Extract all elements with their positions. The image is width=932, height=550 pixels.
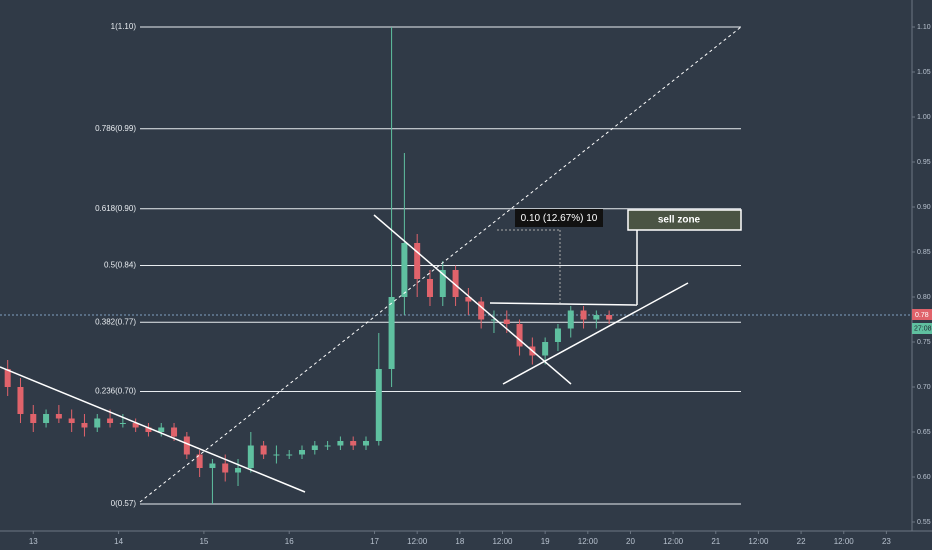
drawings xyxy=(0,26,742,503)
candle-body xyxy=(171,427,178,437)
fib-trend-line xyxy=(139,26,742,503)
x-tick-label: 21 xyxy=(711,537,720,546)
last-price-label: 0.78 xyxy=(915,312,929,319)
candle-body xyxy=(324,445,331,447)
x-tick-label: 12:00 xyxy=(492,537,513,546)
candle-body xyxy=(478,301,485,320)
sell-zone-box xyxy=(627,209,742,231)
candle-body xyxy=(375,369,382,441)
measure-box xyxy=(515,209,603,227)
candle-body xyxy=(260,445,267,455)
x-tick-label: 12:00 xyxy=(407,537,428,546)
x-tick-label: 12:00 xyxy=(748,537,769,546)
fib-level-label: 0.5(0.84) xyxy=(104,261,136,270)
x-tick-label: 20 xyxy=(626,537,635,546)
candle-body xyxy=(362,441,369,446)
candle-body xyxy=(17,387,24,414)
candle-body xyxy=(68,418,75,423)
resistance-line xyxy=(489,302,638,306)
x-tick-label: 12:00 xyxy=(834,537,855,546)
x-tick-label: 14 xyxy=(114,537,123,546)
x-tick-label: 12:00 xyxy=(578,537,599,546)
candle-body xyxy=(107,418,114,423)
candle-body xyxy=(554,328,561,342)
candle-body xyxy=(30,414,37,423)
fib-level-label: 0.382(0.77) xyxy=(95,317,136,326)
candle-body xyxy=(299,450,306,455)
y-tick-label: 1.10 xyxy=(917,24,931,31)
y-tick-label: 0.80 xyxy=(917,294,931,301)
last-price-tag xyxy=(912,309,932,320)
y-tick-label: 0.75 xyxy=(917,339,931,346)
x-tick-label: 12:00 xyxy=(663,537,684,546)
candle-body xyxy=(119,423,126,424)
fib-level-label: 0.236(0.70) xyxy=(95,387,136,396)
countdown-label: 27:08 xyxy=(914,325,932,332)
x-tick-label: 17 xyxy=(370,537,379,546)
candle-body xyxy=(388,297,395,369)
candle-body xyxy=(490,319,497,321)
candle-body xyxy=(580,310,587,320)
candle-body xyxy=(209,463,216,468)
y-tick-label: 0.85 xyxy=(917,249,931,256)
candle-body xyxy=(426,279,433,297)
y-tick-label: 0.70 xyxy=(917,384,931,391)
candle-body xyxy=(516,324,523,347)
sell-zone-label: sell zone xyxy=(658,215,701,226)
candle-body xyxy=(4,369,11,387)
trend-line xyxy=(502,282,689,385)
candle-body xyxy=(132,423,139,428)
candle-body xyxy=(222,463,229,473)
candle-body xyxy=(439,270,446,297)
y-tick-label: 1.00 xyxy=(917,114,931,121)
fib-level-label: 0.786(0.99) xyxy=(95,124,136,133)
candle-body xyxy=(593,315,600,320)
x-tick-label: 23 xyxy=(882,537,891,546)
y-tick-label: 1.05 xyxy=(917,69,931,76)
trend-line xyxy=(373,214,572,385)
candle-body xyxy=(606,315,613,320)
fib-level-label: 0(0.57) xyxy=(111,499,137,508)
candle-body xyxy=(55,414,62,419)
fib-level-label: 1(1.10) xyxy=(111,22,137,31)
candle-body xyxy=(43,414,50,423)
candle-body xyxy=(94,418,101,428)
candle-body xyxy=(196,454,203,468)
x-tick-label: 13 xyxy=(29,537,38,546)
x-tick-label: 18 xyxy=(455,537,464,546)
trend-line xyxy=(0,366,306,493)
candle-body xyxy=(452,270,459,297)
candle-body xyxy=(503,319,510,324)
candle-body xyxy=(145,427,152,432)
candle-body xyxy=(401,243,408,297)
fib-level-label: 0.618(0.90) xyxy=(95,204,136,213)
measure-label: 0.10 (12.67%) 10 xyxy=(521,213,598,224)
candle-body xyxy=(286,454,293,456)
candle-body xyxy=(465,297,472,302)
candle-body xyxy=(350,441,357,446)
candle-body xyxy=(158,427,165,432)
x-tick-label: 15 xyxy=(199,537,208,546)
candle-body xyxy=(311,445,318,450)
y-tick-label: 0.55 xyxy=(917,519,931,526)
x-tick-label: 16 xyxy=(285,537,294,546)
x-tick-label: 19 xyxy=(541,537,550,546)
candle-body xyxy=(337,441,344,446)
candle-body xyxy=(273,454,280,456)
candle-body xyxy=(183,436,190,455)
candle-body xyxy=(542,342,549,356)
y-tick-label: 0.60 xyxy=(917,474,931,481)
y-tick-label: 0.90 xyxy=(917,204,931,211)
candle-body xyxy=(567,310,574,329)
y-tick-label: 0.95 xyxy=(917,159,931,166)
x-tick-label: 22 xyxy=(797,537,806,546)
candle-body xyxy=(235,468,242,473)
countdown-tag xyxy=(912,323,932,334)
y-tick-label: 0.65 xyxy=(917,429,931,436)
candle-body xyxy=(81,423,88,428)
candle-body xyxy=(414,243,421,279)
candle-body xyxy=(247,445,254,468)
